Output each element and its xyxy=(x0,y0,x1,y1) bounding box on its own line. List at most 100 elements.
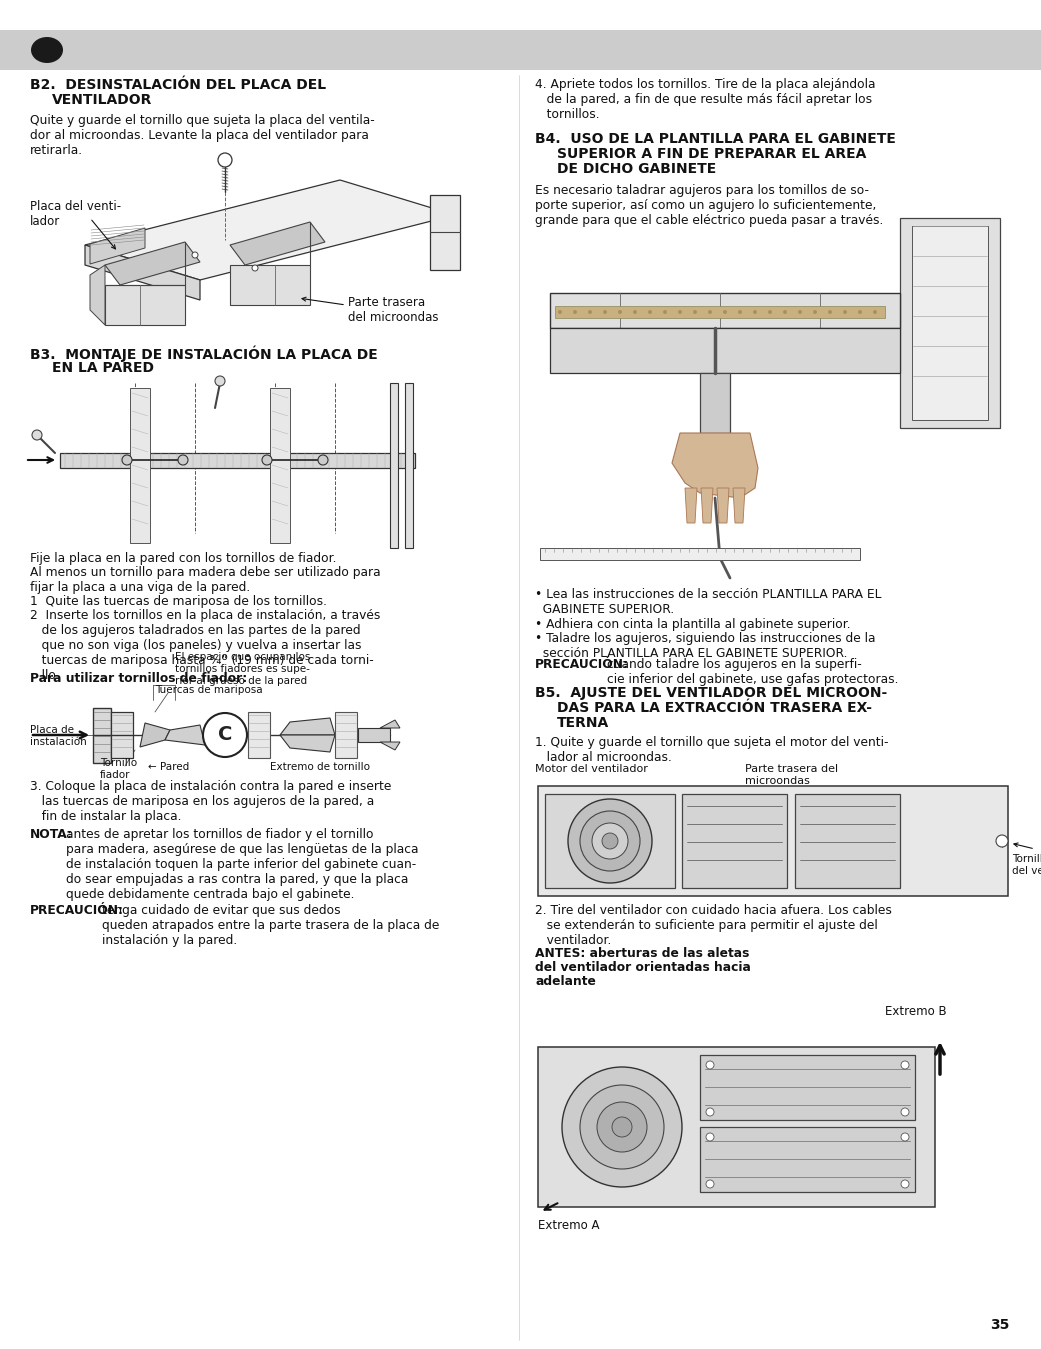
Polygon shape xyxy=(672,433,758,498)
Ellipse shape xyxy=(31,36,64,63)
Circle shape xyxy=(902,1133,909,1141)
Bar xyxy=(900,219,1000,428)
Text: PRECAUCIÓN:: PRECAUCIÓN: xyxy=(30,904,124,917)
Circle shape xyxy=(783,310,787,314)
Bar xyxy=(335,712,357,758)
Text: NOTA:: NOTA: xyxy=(30,828,73,840)
Text: cuando taladre los agujeros en la superfi-
cie inferior del gabinete, use gafas : cuando taladre los agujeros en la superf… xyxy=(607,658,898,687)
Polygon shape xyxy=(700,374,730,433)
Text: B2.  DESINSTALACIÓN DEL PLACA DEL: B2. DESINSTALACIÓN DEL PLACA DEL xyxy=(30,78,326,92)
Circle shape xyxy=(708,310,712,314)
Circle shape xyxy=(678,310,682,314)
Bar xyxy=(93,708,111,764)
Circle shape xyxy=(902,1180,909,1188)
Text: EN LA PARED: EN LA PARED xyxy=(52,362,154,375)
Circle shape xyxy=(218,152,232,167)
Circle shape xyxy=(996,835,1008,847)
Polygon shape xyxy=(60,453,415,468)
Text: TERNA: TERNA xyxy=(557,716,609,730)
Text: Tuercas de mariposa: Tuercas de mariposa xyxy=(155,685,262,695)
Bar xyxy=(0,30,1041,70)
Polygon shape xyxy=(358,728,390,742)
Text: 3. Coloque la placa de instalación contra la pared e inserte
   las tuercas de m: 3. Coloque la placa de instalación contr… xyxy=(30,780,391,823)
Text: 2  Inserte los tornillos en la placa de instalación, a través
   de los agujeros: 2 Inserte los tornillos en la placa de i… xyxy=(30,608,380,683)
Polygon shape xyxy=(701,488,713,523)
Text: SUPERIOR A FIN DE PREPARAR EL AREA: SUPERIOR A FIN DE PREPARAR EL AREA xyxy=(557,147,866,161)
Bar xyxy=(555,306,885,318)
Bar xyxy=(248,712,270,758)
Text: microondas: microondas xyxy=(745,776,810,786)
Text: B4.  USO DE LA PLANTILLA PARA EL GABINETE: B4. USO DE LA PLANTILLA PARA EL GABINETE xyxy=(535,132,896,146)
Circle shape xyxy=(32,430,42,440)
Circle shape xyxy=(618,310,623,314)
Circle shape xyxy=(858,310,862,314)
Polygon shape xyxy=(230,223,325,264)
Circle shape xyxy=(663,310,667,314)
Circle shape xyxy=(580,1085,664,1170)
Text: • Taladre los agujeros, siguiendo las instrucciones de la
  sección PLANTILLA PA: • Taladre los agujeros, siguiendo las in… xyxy=(535,631,875,660)
Text: ES: ES xyxy=(39,43,56,57)
Circle shape xyxy=(723,310,727,314)
Circle shape xyxy=(588,310,592,314)
Circle shape xyxy=(828,310,832,314)
Text: tenga cuidado de evitar que sus dedos
queden atrapados entre la parte trasera de: tenga cuidado de evitar que sus dedos qu… xyxy=(102,904,439,947)
Text: VENTILADOR: VENTILADOR xyxy=(52,93,152,107)
Circle shape xyxy=(813,310,817,314)
Circle shape xyxy=(602,832,618,849)
Text: Tornillo del motor: Tornillo del motor xyxy=(1012,854,1041,863)
Text: • Lea las instrucciones de la sección PLANTILLA PARA EL
  GABINETE SUPERIOR.: • Lea las instrucciones de la sección PL… xyxy=(535,588,882,616)
Polygon shape xyxy=(90,228,145,264)
Text: 1. Quite y guarde el tornillo que sujeta el motor del venti-
   lador al microon: 1. Quite y guarde el tornillo que sujeta… xyxy=(535,737,889,764)
Text: Fije la placa en la pared con los tornillos de fiador.: Fije la placa en la pared con los tornil… xyxy=(30,552,336,565)
Circle shape xyxy=(706,1108,714,1116)
Circle shape xyxy=(902,1108,909,1116)
Polygon shape xyxy=(85,179,455,281)
Polygon shape xyxy=(550,328,900,374)
Circle shape xyxy=(580,811,640,871)
Text: rior al grueso de la pared: rior al grueso de la pared xyxy=(175,676,307,687)
Text: Al menos un tornillo para madera debe ser utilizado para
fijar la placa a una vi: Al menos un tornillo para madera debe se… xyxy=(30,567,381,594)
Text: antes de apretar los tornillos de fiador y el tornillo
para madera, asegúrese de: antes de apretar los tornillos de fiador… xyxy=(66,828,418,901)
Circle shape xyxy=(648,310,652,314)
Text: ← Pared: ← Pared xyxy=(148,762,189,772)
Circle shape xyxy=(843,310,847,314)
Bar xyxy=(700,1055,915,1120)
Text: Placa de
instalación: Placa de instalación xyxy=(30,724,86,746)
Circle shape xyxy=(178,455,188,465)
Text: Tornillo
fiador: Tornillo fiador xyxy=(100,758,137,780)
Circle shape xyxy=(753,310,757,314)
Bar xyxy=(390,383,398,548)
Text: adelante: adelante xyxy=(535,975,595,987)
Circle shape xyxy=(192,252,198,258)
Circle shape xyxy=(612,1117,632,1137)
Polygon shape xyxy=(105,241,200,285)
Text: Motor del ventilador: Motor del ventilador xyxy=(535,764,648,774)
Text: 1  Quite las tuercas de mariposa de los tornillos.: 1 Quite las tuercas de mariposa de los t… xyxy=(30,595,327,608)
Text: Extremo A: Extremo A xyxy=(538,1219,600,1232)
Text: 4. Apriete todos los tornillos. Tire de la placa alejándola
   de la pared, a fi: 4. Apriete todos los tornillos. Tire de … xyxy=(535,78,875,121)
Polygon shape xyxy=(717,488,729,523)
Bar xyxy=(700,1126,915,1193)
Circle shape xyxy=(596,1102,648,1152)
Circle shape xyxy=(573,310,577,314)
Circle shape xyxy=(706,1133,714,1141)
Text: Parte trasera del: Parte trasera del xyxy=(745,764,838,774)
Circle shape xyxy=(706,1062,714,1068)
Bar xyxy=(545,795,675,888)
Text: Placa del venti-
lador: Placa del venti- lador xyxy=(30,200,121,228)
Circle shape xyxy=(873,310,877,314)
Text: C: C xyxy=(218,726,232,745)
Circle shape xyxy=(262,455,272,465)
Circle shape xyxy=(706,1180,714,1188)
Circle shape xyxy=(252,264,258,271)
Bar xyxy=(130,389,150,544)
Text: DE DICHO GABINETE: DE DICHO GABINETE xyxy=(557,162,716,175)
Polygon shape xyxy=(733,488,745,523)
Polygon shape xyxy=(380,720,400,728)
Polygon shape xyxy=(230,264,310,305)
Text: Es necesario taladrar agujeros para los tomillos de so-
porte superior, así como: Es necesario taladrar agujeros para los … xyxy=(535,183,884,227)
Text: tornillos fiadores es supe-: tornillos fiadores es supe- xyxy=(175,664,310,674)
Circle shape xyxy=(558,310,562,314)
Polygon shape xyxy=(85,246,200,299)
Circle shape xyxy=(215,376,225,386)
